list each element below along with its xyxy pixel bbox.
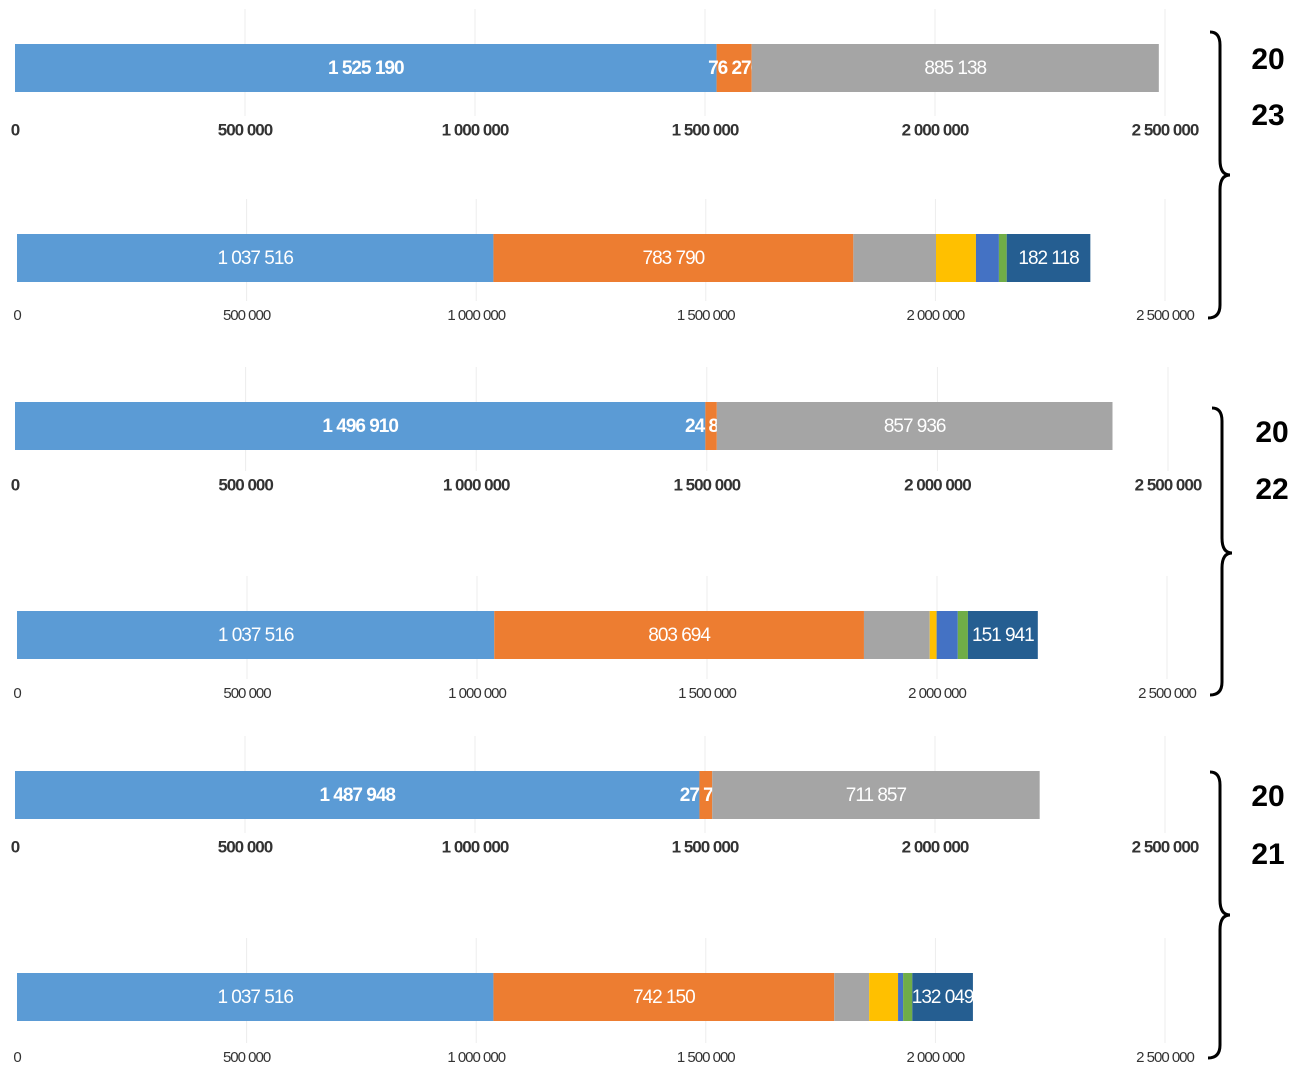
bar-segment <box>15 771 700 819</box>
value-label: 857 936 <box>884 416 946 437</box>
bracket <box>1209 406 1233 697</box>
bar-segment <box>716 402 1113 450</box>
year-label: 23 <box>1251 99 1284 132</box>
bracket <box>1207 770 1231 1060</box>
x-tick-label: 500 000 <box>223 685 271 702</box>
bar-segment <box>898 973 904 1021</box>
x-tick-label: 0 <box>13 1049 21 1066</box>
x-tick-label: 1 000 000 <box>448 685 506 702</box>
x-tick-label: 0 <box>11 475 20 494</box>
x-tick-label: 2 000 000 <box>904 475 971 494</box>
value-label: 1 037 516 <box>217 248 293 269</box>
bar-segment <box>903 973 913 1021</box>
value-label: 1 496 910 <box>322 416 398 437</box>
value-label: 711 857 <box>846 785 907 806</box>
bar-segment <box>493 234 854 282</box>
bar-segment <box>936 611 958 659</box>
x-tick-label: 2 000 000 <box>902 120 969 139</box>
bar-segment <box>705 402 717 450</box>
x-tick-label: 2 000 000 <box>908 685 966 702</box>
x-tick-label: 2 500 000 <box>1135 475 1202 494</box>
x-tick-label: 0 <box>11 837 20 856</box>
bar-segment <box>863 611 930 659</box>
x-tick-label: 500 000 <box>218 837 273 856</box>
bar-segment <box>1006 234 1091 282</box>
bar-segment <box>935 234 976 282</box>
year-label: 22 <box>1255 473 1288 506</box>
x-tick-label: 1 000 000 <box>447 307 505 324</box>
x-tick-label: 500 000 <box>218 475 273 494</box>
bar-segment <box>17 973 494 1021</box>
value-label: 76 276 <box>708 58 761 79</box>
x-tick-label: 1 000 000 <box>442 837 509 856</box>
x-tick-label: 1 500 000 <box>677 307 735 324</box>
bar-segment <box>975 234 999 282</box>
year-label: 20 <box>1251 780 1284 813</box>
bar-segment <box>716 44 752 92</box>
x-tick-label: 0 <box>11 120 20 139</box>
bracket <box>1207 30 1231 320</box>
value-label: 151 941 <box>972 625 1034 646</box>
value-label: 1 487 948 <box>319 785 395 806</box>
x-tick-label: 1 000 000 <box>447 1049 505 1066</box>
year-label: 20 <box>1255 416 1288 449</box>
value-label: 1 037 516 <box>218 625 294 646</box>
value-label: 1 525 190 <box>328 58 404 79</box>
bar-segment <box>17 234 494 282</box>
bar-segment <box>17 611 495 659</box>
bar-segment <box>929 611 937 659</box>
year-label: 20 <box>1251 43 1284 76</box>
x-tick-label: 500 000 <box>223 307 271 324</box>
x-tick-label: 1 500 000 <box>678 685 736 702</box>
bar-segment <box>751 44 1159 92</box>
x-tick-label: 1 500 000 <box>673 475 740 494</box>
value-label: 742 150 <box>633 987 695 1008</box>
x-tick-label: 1 000 000 <box>442 120 509 139</box>
value-label: 783 790 <box>643 248 705 269</box>
x-tick-label: 0 <box>13 307 21 324</box>
bar-segment <box>869 973 899 1021</box>
value-label: 885 138 <box>924 58 986 79</box>
bar-segment <box>699 771 713 819</box>
bar-segment <box>15 44 717 92</box>
value-label: 1 037 516 <box>217 987 293 1008</box>
bar-segment <box>493 973 835 1021</box>
bar-segment <box>15 402 706 450</box>
x-tick-label: 2 000 000 <box>902 837 969 856</box>
x-tick-label: 2 500 000 <box>1136 1049 1194 1066</box>
x-tick-label: 1 000 000 <box>443 475 510 494</box>
bar-segment <box>712 771 1040 819</box>
bar-segment <box>494 611 864 659</box>
year-label: 21 <box>1251 838 1284 871</box>
x-tick-label: 2 500 000 <box>1136 307 1194 324</box>
x-tick-label: 1 500 000 <box>677 1049 735 1066</box>
x-tick-label: 1 500 000 <box>672 120 739 139</box>
value-label: 132 049 <box>912 987 974 1008</box>
x-tick-label: 2 000 000 <box>907 1049 965 1066</box>
bar-segment <box>998 234 1007 282</box>
x-tick-label: 0 <box>13 685 21 702</box>
bar-segment <box>967 611 1038 659</box>
x-tick-label: 2 500 000 <box>1138 685 1196 702</box>
value-label: 182 118 <box>1018 248 1079 269</box>
x-tick-label: 2 000 000 <box>907 307 965 324</box>
bar-segment <box>853 234 936 282</box>
x-tick-label: 1 500 000 <box>672 837 739 856</box>
value-label: 803 694 <box>648 625 711 646</box>
bar-segment <box>912 973 973 1021</box>
bar-segment <box>957 611 968 659</box>
x-tick-label: 500 000 <box>223 1049 271 1066</box>
x-tick-label: 500 000 <box>218 120 273 139</box>
x-tick-label: 2 500 000 <box>1132 837 1199 856</box>
bar-segment <box>834 973 870 1021</box>
x-tick-label: 2 500 000 <box>1132 120 1199 139</box>
